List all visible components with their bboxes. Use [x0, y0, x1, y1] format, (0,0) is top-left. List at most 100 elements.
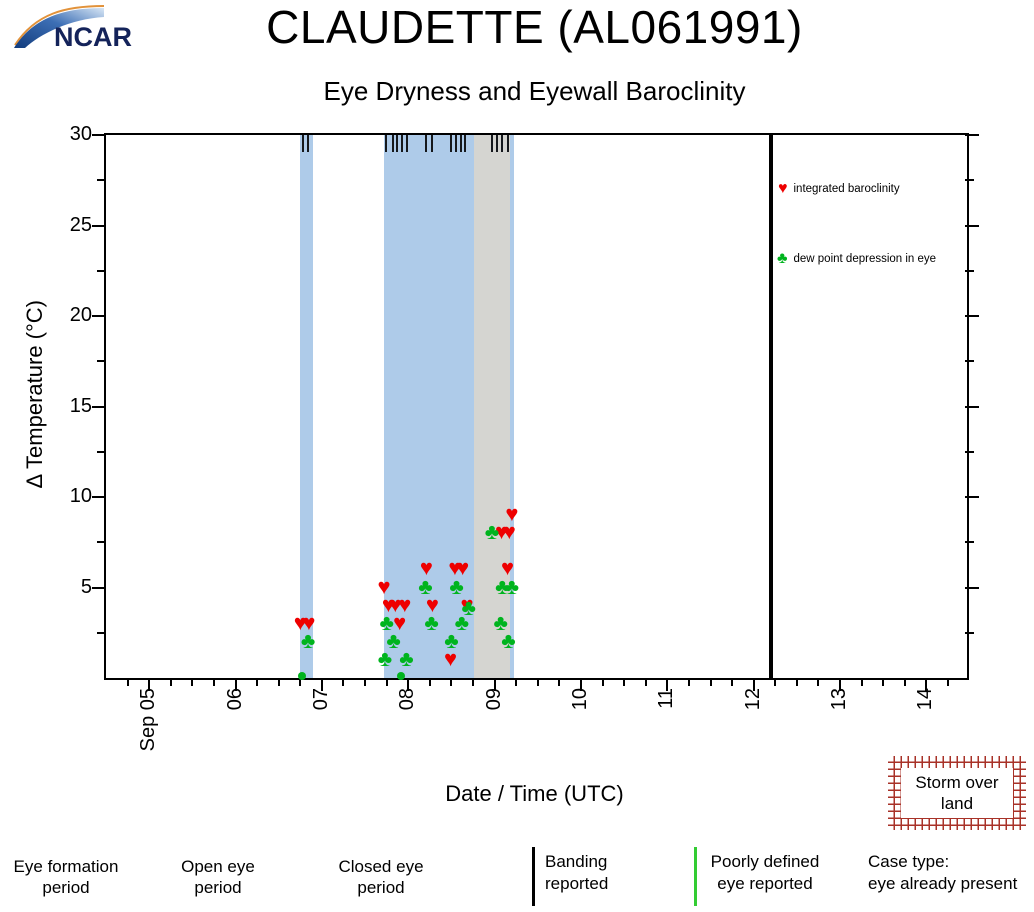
x-tick-label: 14 — [914, 688, 937, 711]
x-minor-tick — [731, 678, 734, 686]
y-major-tick — [92, 586, 104, 589]
data-point-club: ♣ — [377, 646, 393, 672]
data-point-club-dot — [298, 672, 307, 681]
ncar-logo-text: NCAR — [54, 22, 132, 52]
x-minor-tick — [601, 678, 604, 686]
data-point-club: ♣ — [449, 573, 464, 599]
x-tick-label: 10 — [568, 688, 591, 711]
ncar-logo: NCAR — [12, 4, 152, 54]
x-minor-tick — [774, 678, 777, 686]
data-point-heart: ♥ — [393, 609, 407, 635]
data-point-heart: ♥ — [398, 591, 412, 617]
data-point-club: ♣ — [461, 595, 476, 621]
x-minor-tick — [644, 678, 647, 686]
banding-reported-tick — [401, 135, 404, 152]
banding-reported-tick — [496, 135, 499, 152]
y-major-tick-right — [965, 496, 979, 498]
y-tick-label: 10 — [69, 485, 92, 507]
y-minor-tick-right — [965, 360, 974, 363]
y-minor-tick — [97, 631, 104, 634]
x-minor-tick — [428, 678, 431, 686]
y-tick-label: 15 — [69, 394, 92, 417]
y-minor-tick-right — [965, 450, 974, 453]
data-point-heart: ♥ — [388, 591, 402, 617]
y-axis-title: Δ Temperature (°C) — [22, 300, 47, 489]
banding-reported-tick — [464, 135, 467, 152]
club-icon: ♣ — [777, 250, 788, 267]
x-major-tick — [839, 678, 842, 691]
banding-reported-tick — [454, 135, 457, 152]
x-minor-tick — [536, 678, 539, 686]
y-minor-tick-right — [965, 541, 974, 544]
x-minor-tick — [126, 678, 129, 686]
data-point-club: ♣ — [495, 573, 510, 599]
legend-closed-eye-period: Closed eye period — [338, 857, 424, 897]
x-minor-tick — [212, 678, 215, 686]
data-point-heart: ♥ — [419, 555, 433, 581]
y-major-tick-right — [965, 224, 979, 227]
data-point-club: ♣ — [504, 573, 520, 599]
banding-reported-tick — [506, 135, 509, 152]
x-major-tick — [666, 678, 669, 691]
data-point-heart: ♥ — [444, 646, 458, 672]
banding-reported-tick — [431, 135, 434, 152]
y-minor-tick — [97, 269, 104, 272]
x-minor-tick — [277, 678, 280, 686]
y-major-tick — [92, 134, 104, 136]
x-tick-label: 08 — [396, 688, 419, 711]
y-minor-tick-right — [965, 179, 974, 182]
x-minor-tick — [903, 678, 906, 686]
y-major-tick-right — [965, 134, 979, 136]
legend-case-type: Case type: eye already present — [868, 851, 1033, 895]
data-point-heart: ♥ — [505, 501, 519, 527]
y-minor-tick — [97, 541, 104, 544]
ncar-swoosh — [14, 8, 104, 48]
x-minor-tick — [364, 678, 367, 686]
y-minor-tick-right — [965, 269, 974, 272]
legend-eye-formation-period: Eye formation period — [13, 857, 119, 897]
y-major-tick-right — [965, 405, 979, 408]
plot-band-open-eye — [473, 135, 511, 678]
data-point-club: ♣ — [418, 573, 433, 599]
data-point-club: ♣ — [300, 627, 316, 653]
x-tick-label: 07 — [309, 688, 332, 711]
y-major-tick — [92, 496, 104, 498]
x-minor-tick — [860, 678, 863, 686]
x-minor-tick — [947, 678, 949, 686]
x-axis-title: Date / Time (UTC) — [445, 781, 624, 806]
data-point-club-dot — [397, 672, 406, 681]
data-point-heart: ♥ — [377, 573, 391, 599]
legend-label: dew point depression in eye — [793, 253, 937, 265]
y-tick-label: 30 — [69, 123, 92, 145]
y-minor-tick — [97, 360, 104, 363]
banding-reported-tick — [501, 135, 504, 152]
x-minor-tick — [169, 678, 172, 686]
data-point-heart: ♥ — [501, 555, 515, 581]
y-major-tick — [92, 315, 104, 317]
data-point-club: ♣ — [454, 609, 470, 635]
data-point-club: ♣ — [424, 609, 439, 635]
data-point-club: ♣ — [386, 627, 401, 653]
x-minor-tick — [450, 678, 453, 686]
data-point-club: ♣ — [501, 627, 516, 653]
legend-open-eye-period: Open eye period — [181, 857, 255, 897]
legend-item-dewpoint: ♣ dew point depression in eye — [777, 251, 936, 267]
y-tick-label: 5 — [80, 575, 92, 598]
storm-over-land-text: Storm over land — [901, 768, 1013, 818]
banding-reported-tick — [449, 135, 452, 152]
case-type-value: eye already present — [868, 874, 1018, 893]
data-point-heart: ♥ — [293, 609, 307, 635]
y-major-tick-right — [965, 315, 979, 317]
x-tick-label: 13 — [828, 688, 851, 711]
x-minor-tick — [709, 678, 712, 686]
banding-reported-tick — [406, 135, 409, 152]
data-point-heart: ♥ — [502, 519, 516, 545]
data-point-heart: ♥ — [448, 555, 462, 581]
x-minor-tick — [558, 678, 561, 686]
legend-label: integrated baroclinity — [793, 183, 900, 195]
y-major-tick-right — [965, 586, 979, 589]
x-minor-tick — [882, 678, 885, 686]
y-minor-tick — [97, 450, 104, 453]
data-point-club: ♣ — [484, 519, 500, 545]
data-point-club: ♣ — [379, 609, 394, 635]
